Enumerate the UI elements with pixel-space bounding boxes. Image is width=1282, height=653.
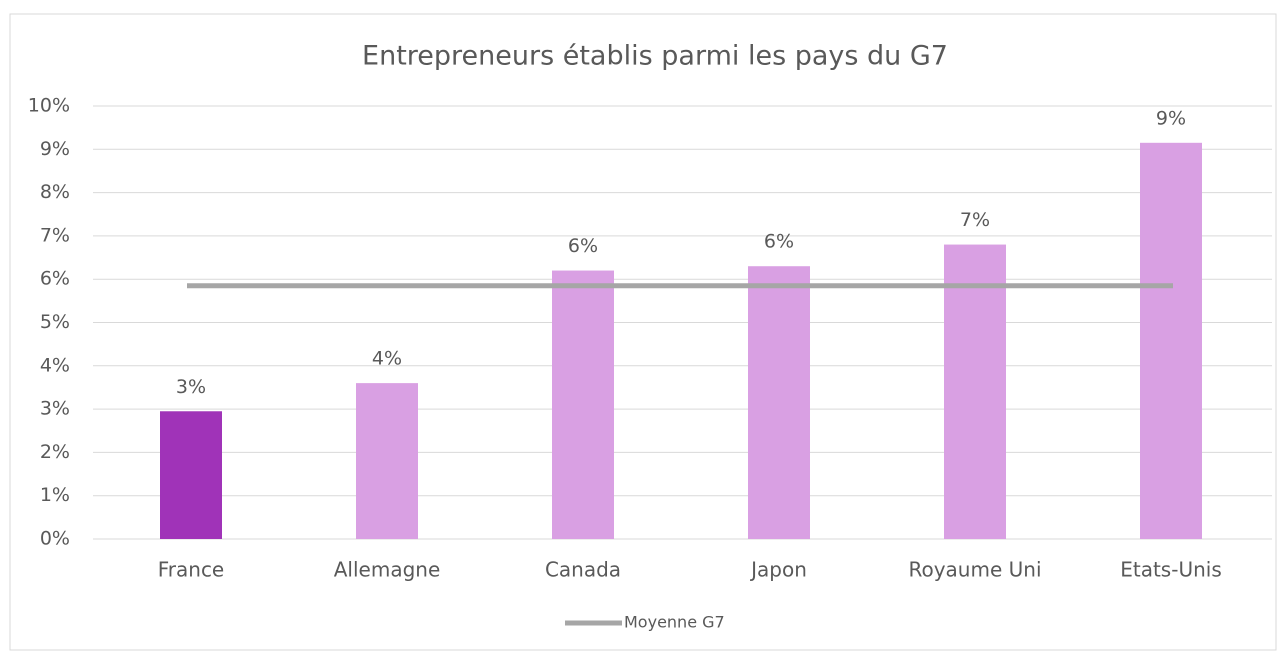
bar (944, 244, 1006, 539)
bar (1140, 142, 1202, 539)
bar (748, 266, 810, 539)
value-label: 4% (372, 348, 402, 370)
y-tick-label: 9% (40, 138, 70, 160)
x-tick-label: France (158, 558, 225, 582)
bar (552, 270, 614, 539)
value-label: 6% (568, 235, 598, 257)
value-label: 3% (176, 376, 206, 398)
chart-title: Entrepreneurs établis parmi les pays du … (362, 41, 948, 72)
chart-frame (9, 13, 1277, 651)
bar (160, 411, 222, 539)
y-tick-label: 10% (28, 95, 70, 117)
x-tick-label: Royaume Uni (908, 558, 1041, 582)
y-tick-label: 4% (40, 354, 70, 376)
y-tick-label: 6% (40, 268, 70, 290)
y-tick-label: 7% (40, 224, 70, 246)
y-tick-label: 2% (40, 441, 70, 463)
value-label: 7% (960, 209, 990, 231)
bar (356, 383, 418, 539)
x-tick-label: Japon (749, 558, 807, 582)
y-tick-label: 3% (40, 398, 70, 420)
legend-label: Moyenne G7 (624, 613, 725, 632)
y-tick-label: 0% (40, 528, 70, 550)
y-tick-label: 5% (40, 311, 70, 333)
value-label: 9% (1156, 107, 1186, 129)
x-tick-label: Allemagne (334, 558, 441, 582)
y-tick-label: 1% (40, 484, 70, 506)
x-tick-label: Canada (545, 558, 621, 582)
x-tick-label: Etats-Unis (1120, 558, 1222, 582)
value-label: 6% (764, 231, 794, 253)
y-tick-label: 8% (40, 181, 70, 203)
